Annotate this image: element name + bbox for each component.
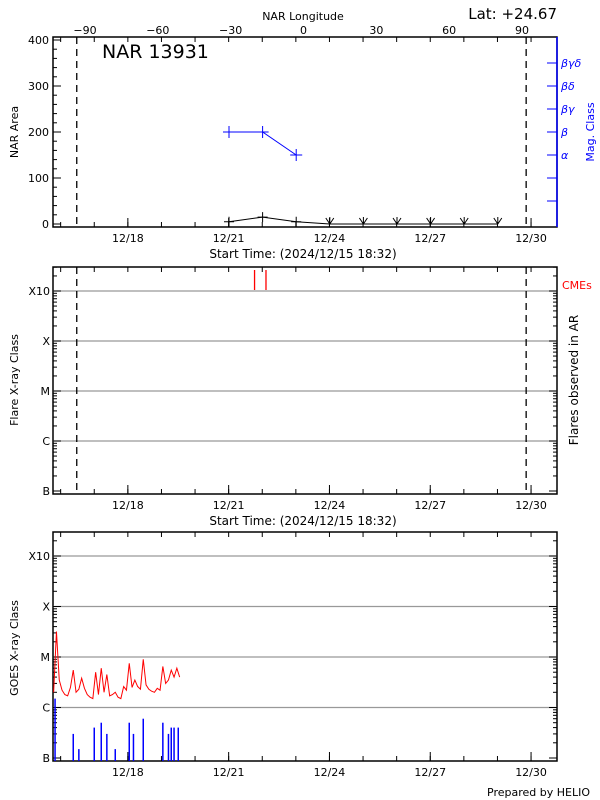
- x-tick-label: 12/18: [112, 766, 144, 779]
- area-upper-limit-arrow: [392, 217, 402, 225]
- region-title: NAR 13931: [102, 41, 209, 63]
- area-point: [224, 216, 235, 227]
- mag-class-tick-label: β: [560, 126, 568, 139]
- class-tick-label: M: [41, 651, 51, 664]
- mag-class-tick-label: α: [561, 149, 569, 162]
- longitude-tick-label: 90: [515, 24, 529, 37]
- area-upper-limit-arrow: [493, 217, 503, 225]
- y-tick-label: 200: [28, 126, 49, 139]
- class-tick-label: B: [42, 485, 50, 498]
- cme-label: CMEs: [562, 279, 592, 292]
- area-upper-limit-arrow: [325, 217, 335, 225]
- area-axis-label: NAR Area: [8, 106, 21, 158]
- class-tick-label: C: [42, 435, 50, 448]
- area-upper-limit-arrow: [426, 217, 436, 225]
- class-tick-label: X10: [28, 550, 50, 563]
- mag-class-point: [223, 126, 236, 138]
- start-time-label-1: Start Time: (2024/12/15 18:32): [209, 247, 396, 261]
- x-tick-label: 12/27: [414, 499, 446, 512]
- panel-frame-1: [52, 36, 558, 228]
- longitude-tick-label: 60: [442, 24, 456, 37]
- x-tick-label: 12/30: [515, 499, 547, 512]
- mag-class-tick-label: βγδ: [560, 57, 582, 70]
- x-tick-label: 12/24: [314, 232, 346, 245]
- class-tick-label: X: [42, 335, 50, 348]
- longitude-tick-label: −30: [219, 24, 242, 37]
- class-tick-label: B: [42, 752, 50, 765]
- y-tick-label: 400: [28, 34, 49, 47]
- class-tick-label: X10: [28, 285, 50, 298]
- panel-frame-3: [52, 531, 558, 762]
- flares-observed-label: Flares observed in AR: [567, 315, 581, 445]
- x-tick-label: 12/18: [112, 499, 144, 512]
- x-tick-label: 12/27: [414, 232, 446, 245]
- area-point: [291, 216, 302, 227]
- longitude-tick-label: −60: [146, 24, 169, 37]
- longitude-tick-label: 30: [369, 24, 383, 37]
- x-tick-label: 12/21: [213, 499, 245, 512]
- x-tick-label: 12/18: [112, 232, 144, 245]
- class-tick-label: C: [42, 702, 50, 715]
- area-upper-limit-arrow: [358, 217, 368, 225]
- longitude-tick-label: 0: [300, 24, 307, 37]
- y-tick-label: 100: [28, 172, 49, 185]
- area-point: [257, 212, 268, 223]
- x-tick-label: 12/24: [314, 499, 346, 512]
- area-upper-limit-arrow: [459, 217, 469, 225]
- y-tick-label: 0: [42, 218, 49, 231]
- x-tick-label: 12/24: [314, 766, 346, 779]
- flare-class-axis-label: Flare X-ray Class: [8, 334, 21, 426]
- longitude-axis-label: NAR Longitude: [262, 10, 344, 23]
- panel-frame-2: [52, 266, 558, 495]
- x-tick-label: 12/27: [414, 766, 446, 779]
- longitude-tick-label: −90: [73, 24, 96, 37]
- mag-class-tick-label: βδ: [560, 80, 575, 93]
- latitude-label: Lat: +24.67: [468, 5, 557, 23]
- goes-long-channel-line: [53, 631, 181, 700]
- x-tick-label: 12/30: [515, 232, 547, 245]
- y-tick-label: 300: [28, 80, 49, 93]
- x-tick-label: 12/30: [515, 766, 547, 779]
- class-tick-label: M: [41, 385, 51, 398]
- footer-credit: Prepared by HELIO: [487, 786, 590, 799]
- class-tick-label: X: [42, 601, 50, 614]
- mag-class-point: [256, 126, 269, 138]
- x-tick-label: 12/21: [213, 232, 245, 245]
- x-tick-label: 12/21: [213, 766, 245, 779]
- start-time-label-2: Start Time: (2024/12/15 18:32): [209, 514, 396, 528]
- mag-class-point: [290, 149, 303, 161]
- goes-class-axis-label: GOES X-ray Class: [8, 600, 21, 696]
- mag-class-tick-label: βγ: [560, 103, 575, 116]
- mag-class-axis-label: Mag. Class: [584, 102, 597, 161]
